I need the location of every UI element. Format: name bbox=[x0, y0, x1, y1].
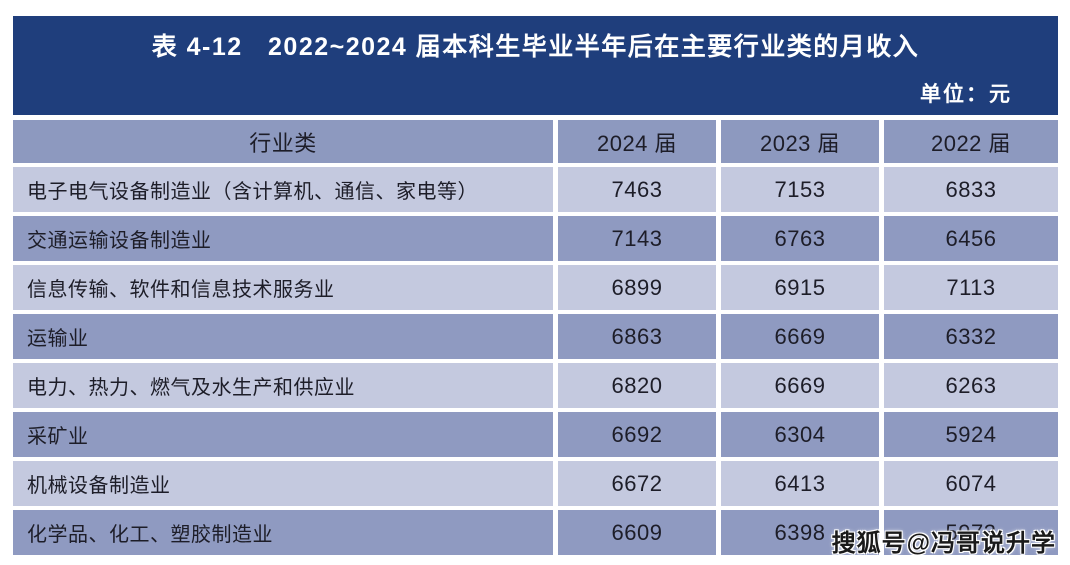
watermark: 搜狐号@冯哥说升学 bbox=[831, 530, 1056, 557]
industry-name: 交通运输设备制造业 bbox=[13, 216, 553, 261]
income-value: 5924 bbox=[884, 412, 1058, 457]
income-value: 6833 bbox=[884, 167, 1058, 212]
industry-name: 化学品、化工、塑胶制造业 bbox=[13, 510, 553, 555]
unit-label: 单位：元 bbox=[920, 83, 1012, 106]
industry-name: 电子电气设备制造业（含计算机、通信、家电等） bbox=[13, 167, 553, 212]
income-table: 表 4-12 2022~2024 届本科生毕业半年后在主要行业类的月收入 单位：… bbox=[13, 16, 1058, 555]
table-title: 表 4-12 2022~2024 届本科生毕业半年后在主要行业类的月收入 bbox=[151, 33, 920, 61]
table-row: 运输业 6863 6669 6332 bbox=[13, 314, 1058, 359]
income-value: 7153 bbox=[721, 167, 879, 212]
income-value: 6304 bbox=[721, 412, 879, 457]
income-value: 6456 bbox=[884, 216, 1058, 261]
income-value: 6692 bbox=[558, 412, 716, 457]
income-value: 5973 bbox=[884, 510, 1058, 555]
table-row: 信息传输、软件和信息技术服务业 6899 6915 7113 bbox=[13, 265, 1058, 310]
industry-name: 机械设备制造业 bbox=[13, 461, 553, 506]
income-value: 6669 bbox=[721, 363, 879, 408]
income-value: 6332 bbox=[884, 314, 1058, 359]
income-value: 6398 bbox=[721, 510, 879, 555]
industry-name: 运输业 bbox=[13, 314, 553, 359]
income-value: 6763 bbox=[721, 216, 879, 261]
table-row: 机械设备制造业 6672 6413 6074 bbox=[13, 461, 1058, 506]
income-value: 7113 bbox=[884, 265, 1058, 310]
table-row: 电力、热力、燃气及水生产和供应业 6820 6669 6263 bbox=[13, 363, 1058, 408]
column-header-1: 2024 届 bbox=[558, 120, 716, 163]
income-value: 7463 bbox=[558, 167, 716, 212]
table-row: 采矿业 6692 6304 5924 bbox=[13, 412, 1058, 457]
income-value: 6915 bbox=[721, 265, 879, 310]
income-value: 6413 bbox=[721, 461, 879, 506]
income-value: 6609 bbox=[558, 510, 716, 555]
industry-name: 电力、热力、燃气及水生产和供应业 bbox=[13, 363, 553, 408]
column-header-3: 2022 届 bbox=[884, 120, 1058, 163]
income-value: 6863 bbox=[558, 314, 716, 359]
income-value: 6820 bbox=[558, 363, 716, 408]
income-value: 6899 bbox=[558, 265, 716, 310]
column-header-0: 行业类 bbox=[13, 120, 553, 163]
table-title-bar: 表 4-12 2022~2024 届本科生毕业半年后在主要行业类的月收入 单位：… bbox=[13, 16, 1058, 115]
industry-name: 信息传输、软件和信息技术服务业 bbox=[13, 265, 553, 310]
column-header-2: 2023 届 bbox=[721, 120, 879, 163]
income-value: 6074 bbox=[884, 461, 1058, 506]
industry-name: 采矿业 bbox=[13, 412, 553, 457]
table-row: 交通运输设备制造业 7143 6763 6456 bbox=[13, 216, 1058, 261]
table-row: 电子电气设备制造业（含计算机、通信、家电等） 7463 7153 6833 bbox=[13, 167, 1058, 212]
income-value: 6263 bbox=[884, 363, 1058, 408]
income-value: 6669 bbox=[721, 314, 879, 359]
table-body: 电子电气设备制造业（含计算机、通信、家电等） 7463 7153 6833 交通运输设备… bbox=[13, 167, 1058, 555]
table-header-row: 行业类 2024 届 2023 届 2022 届 bbox=[13, 120, 1058, 163]
income-value: 7143 bbox=[558, 216, 716, 261]
income-value: 6672 bbox=[558, 461, 716, 506]
table-row: 化学品、化工、塑胶制造业 6609 6398 5973 bbox=[13, 510, 1058, 555]
